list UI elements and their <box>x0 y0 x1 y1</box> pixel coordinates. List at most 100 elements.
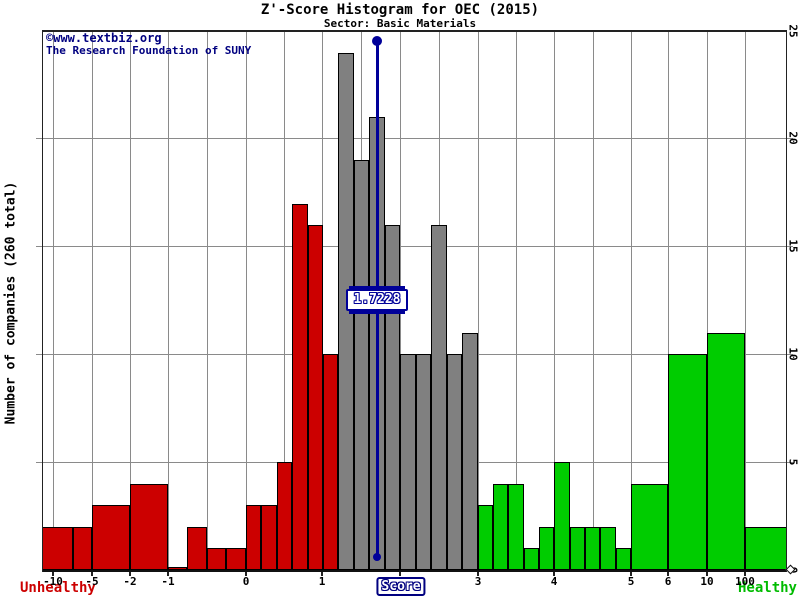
plot-border-left <box>42 30 43 572</box>
v-gridline <box>92 30 93 570</box>
x-tick-label: -10 <box>43 575 63 588</box>
x-tick-label: -2 <box>123 575 137 588</box>
v-gridline <box>207 30 208 570</box>
histogram-bar <box>668 354 707 570</box>
v-gridline <box>554 30 555 570</box>
histogram-bar <box>585 526 600 570</box>
histogram-bar <box>508 483 524 570</box>
x-tick-label: 0 <box>242 575 250 588</box>
x-tick-mark <box>91 572 93 576</box>
histogram-bar <box>493 483 508 570</box>
histogram-bar <box>539 526 554 570</box>
watermark-url: ©www.textbiz.org <box>46 31 162 45</box>
x-tick-label: 10 <box>700 575 714 588</box>
x-tick-mark <box>52 572 54 576</box>
histogram-bar <box>570 526 585 570</box>
x-tick-label: 6 <box>664 575 672 588</box>
histogram-bar <box>616 548 631 570</box>
v-gridline <box>478 30 479 570</box>
plot-border-bottom <box>42 570 787 572</box>
x-tick-label: 100 <box>735 575 755 588</box>
chart-subtitle: Sector: Basic Materials <box>323 17 477 30</box>
x-tick-label: 3 <box>474 575 482 588</box>
plot-area: 1.7228 <box>36 30 793 570</box>
v-gridline <box>284 30 285 570</box>
histogram-bar <box>478 505 493 570</box>
chart-title: Z'-Score Histogram for OEC (2015) <box>260 2 540 18</box>
v-gridline <box>516 30 517 570</box>
y-tick-label: 25 <box>786 24 800 38</box>
unhealthy-zone-label: Unhealthy <box>20 580 96 596</box>
histogram-bar <box>92 505 130 570</box>
x-tick-label: -5 <box>85 575 99 588</box>
h-gridline <box>36 138 793 139</box>
x-tick-mark <box>245 572 247 576</box>
y-axis-label: Number of companies (260 total) <box>3 181 19 425</box>
marker-crossbar-lower <box>349 311 405 314</box>
histogram-bar <box>447 354 462 570</box>
x-tick-mark <box>167 572 169 576</box>
histogram-bar <box>400 354 416 570</box>
histogram-bar <box>323 354 338 570</box>
plot-border-top <box>42 30 787 32</box>
histogram-bar <box>431 225 447 570</box>
x-tick-mark <box>129 572 131 576</box>
histogram-bar <box>261 505 277 570</box>
x-tick-mark <box>706 572 708 576</box>
histogram-bar <box>416 354 431 570</box>
marker-value-label: 1.7228 <box>346 289 408 311</box>
x-axis-label: Score <box>376 577 426 596</box>
v-gridline <box>53 30 54 570</box>
histogram-bar <box>277 462 292 570</box>
y-tick-label: 5 <box>786 458 800 466</box>
watermark-org: The Research Foundation of SUNY <box>46 44 252 57</box>
histogram-bar <box>707 332 745 570</box>
v-gridline <box>668 30 669 570</box>
histogram-bar <box>42 526 73 570</box>
histogram-bar <box>745 526 787 570</box>
healthy-zone-label: Healthy <box>737 580 797 596</box>
histogram-bar <box>354 160 369 570</box>
marker-dot-bottom-icon <box>373 553 381 561</box>
histogram-bar <box>462 332 478 570</box>
x-tick-mark <box>630 572 632 576</box>
histogram-bar <box>168 567 187 570</box>
histogram-bar <box>308 225 323 570</box>
v-gridline <box>168 30 169 570</box>
x-tick-label: -1 <box>161 575 175 588</box>
histogram-bar <box>130 483 168 570</box>
x-tick-mark <box>553 572 555 576</box>
histogram-bar <box>631 483 668 570</box>
v-gridline <box>707 30 708 570</box>
marker-crossbar-upper <box>349 286 405 289</box>
histogram-bar <box>207 548 226 570</box>
x-tick-mark <box>744 572 746 576</box>
x-tick-label: 4 <box>550 575 558 588</box>
v-gridline <box>745 30 746 570</box>
histogram-bar <box>246 505 261 570</box>
x-tick-mark <box>399 572 401 576</box>
histogram-bar <box>385 225 400 570</box>
x-tick-mark <box>321 572 323 576</box>
y-tick-label: 15 <box>786 239 800 253</box>
v-gridline <box>593 30 594 570</box>
marker-dot-top-icon <box>372 36 382 46</box>
x-tick-label: 5 <box>627 575 635 588</box>
y-tick-label: 20 <box>786 131 800 145</box>
h-gridline <box>36 246 793 247</box>
histogram-bar <box>554 462 570 570</box>
plot-border-right <box>786 30 787 572</box>
v-gridline <box>130 30 131 570</box>
histogram-bar <box>524 548 539 570</box>
v-gridline <box>631 30 632 570</box>
y-tick-label: 10 <box>786 347 800 361</box>
histogram-bar <box>187 526 207 570</box>
histogram-bar <box>600 526 616 570</box>
x-tick-label: 1 <box>318 575 326 588</box>
histogram-bar <box>226 548 246 570</box>
x-tick-mark <box>667 572 669 576</box>
x-tick-mark <box>477 572 479 576</box>
v-gridline <box>246 30 247 570</box>
histogram-bar <box>292 203 308 570</box>
